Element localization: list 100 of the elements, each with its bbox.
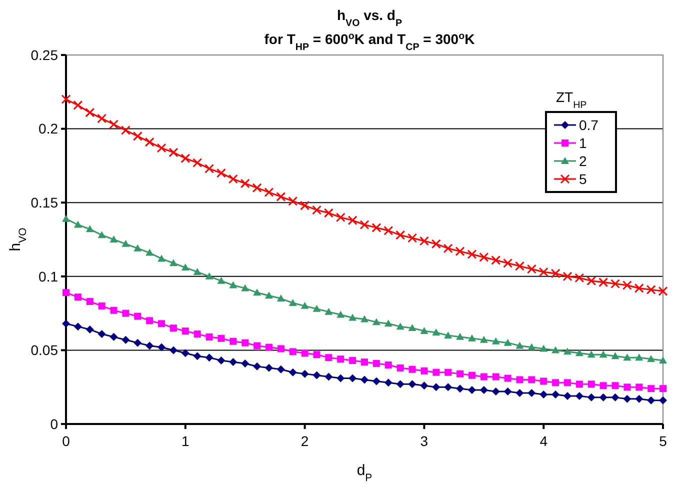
- point: [396, 322, 404, 330]
- point: [492, 337, 500, 344]
- point: [193, 268, 202, 275]
- point: [635, 394, 644, 403]
- point: [144, 137, 154, 147]
- point: [611, 393, 620, 402]
- point: [659, 356, 667, 364]
- point: [170, 324, 177, 332]
- point: [86, 326, 94, 334]
- point: [443, 244, 453, 254]
- point: [658, 286, 668, 296]
- point: [216, 168, 226, 178]
- point: [480, 386, 488, 394]
- point: [192, 158, 202, 168]
- point: [337, 356, 344, 363]
- point: [348, 216, 358, 226]
- point: [242, 339, 249, 346]
- point: [467, 250, 477, 260]
- point: [313, 351, 320, 358]
- point: [408, 324, 416, 332]
- point: [336, 212, 346, 222]
- point: [229, 281, 238, 288]
- point: [240, 178, 250, 188]
- point: [193, 352, 202, 360]
- point: [408, 366, 416, 373]
- point: [61, 94, 71, 104]
- point: [122, 240, 130, 247]
- point: [276, 294, 285, 302]
- point: [361, 358, 368, 366]
- point: [265, 344, 272, 351]
- point: [74, 322, 82, 331]
- x-tick-label: 5: [659, 433, 668, 449]
- point: [277, 345, 284, 352]
- point: [206, 333, 213, 340]
- point: [504, 388, 512, 396]
- point: [120, 126, 130, 136]
- point: [180, 154, 190, 164]
- point: [134, 244, 142, 252]
- point: [588, 380, 595, 388]
- point: [552, 379, 560, 386]
- point: [169, 346, 178, 354]
- point: [575, 349, 584, 356]
- point: [624, 384, 631, 391]
- point: [289, 348, 296, 356]
- point: [456, 384, 464, 393]
- point: [204, 164, 214, 174]
- point: [563, 392, 572, 400]
- y-tick-label: 0.05: [30, 342, 58, 358]
- point: [134, 338, 142, 347]
- point: [158, 254, 166, 262]
- point: [562, 272, 572, 282]
- point: [408, 233, 418, 243]
- point: [444, 331, 452, 338]
- point: [98, 330, 106, 338]
- point: [514, 261, 524, 271]
- point: [647, 355, 656, 362]
- point: [492, 388, 500, 396]
- point: [516, 342, 524, 349]
- point: [241, 284, 250, 292]
- point: [587, 350, 596, 358]
- y-tick-label: 0: [50, 416, 58, 432]
- point: [62, 320, 70, 328]
- point: [110, 332, 118, 341]
- point: [456, 370, 464, 378]
- point: [444, 383, 452, 392]
- point: [420, 382, 428, 390]
- point: [122, 336, 130, 344]
- point: [574, 273, 584, 283]
- point: [264, 188, 274, 198]
- point: [229, 358, 238, 366]
- point: [396, 230, 406, 240]
- point: [396, 380, 404, 388]
- point: [110, 236, 118, 242]
- x-tick-label: 4: [540, 433, 548, 449]
- point: [73, 100, 83, 110]
- point: [432, 368, 440, 376]
- point: [600, 382, 607, 390]
- point: [372, 222, 382, 232]
- point: [372, 360, 380, 367]
- point: [348, 374, 357, 382]
- point: [98, 231, 106, 238]
- point: [480, 373, 488, 380]
- point: [432, 328, 440, 336]
- point: [288, 298, 297, 306]
- point: [492, 373, 500, 380]
- point: [550, 268, 560, 278]
- point: [110, 306, 118, 314]
- point: [504, 338, 512, 346]
- point: [97, 114, 107, 124]
- point: [528, 389, 536, 398]
- point: [86, 298, 94, 305]
- point: [636, 384, 643, 391]
- point: [205, 272, 214, 280]
- point: [420, 367, 428, 374]
- point: [336, 374, 345, 382]
- point: [468, 372, 476, 379]
- point: [420, 327, 428, 334]
- point: [98, 302, 106, 310]
- point: [480, 336, 488, 343]
- point: [610, 279, 620, 289]
